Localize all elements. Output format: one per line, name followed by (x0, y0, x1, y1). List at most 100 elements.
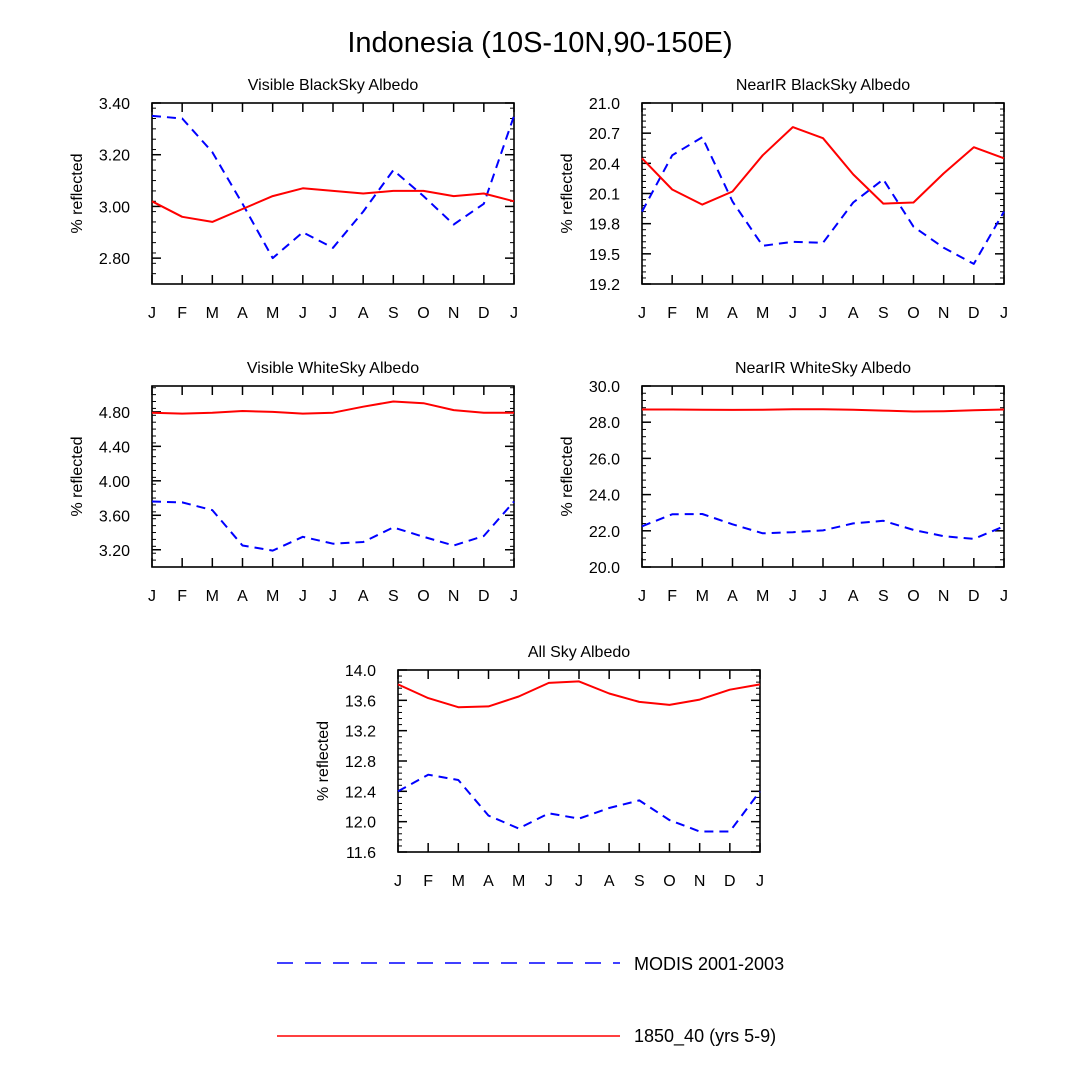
plot-frame (641, 385, 1005, 568)
x-tick-label: J (394, 873, 402, 890)
series-line-model (397, 680, 761, 709)
series-line-modis (641, 136, 1005, 265)
x-tick-label: J (819, 305, 827, 322)
chart-title: Visible BlackSky Albedo (248, 77, 419, 94)
series-line-modis (151, 500, 515, 552)
x-tick-label: J (510, 305, 518, 322)
x-tick-label: J (1000, 305, 1008, 322)
y-tick-label: 19.5 (589, 247, 620, 264)
x-tick-label: M (696, 305, 709, 322)
x-tick-label: S (634, 873, 645, 890)
series-line-modis (151, 114, 515, 260)
x-tick-label: J (329, 305, 337, 322)
x-tick-label: M (756, 588, 769, 605)
x-tick-label: J (545, 873, 553, 890)
x-tick-label: O (417, 588, 429, 605)
x-tick-label: J (148, 305, 156, 322)
panels: Visible BlackSky Albedo % reflected J F M A M J… (69, 77, 1008, 890)
x-tick-label: N (694, 873, 706, 890)
y-tick-label: 21.0 (589, 96, 620, 113)
series-line-modis (397, 773, 761, 833)
y-tick-label: 12.4 (345, 784, 376, 801)
x-tick-label: M (452, 873, 465, 890)
x-tick-label: J (575, 873, 583, 890)
x-tick-label: J (638, 588, 646, 605)
y-tick-label: 20.7 (589, 126, 620, 143)
x-tick-label: M (266, 305, 279, 322)
x-tick-label: S (388, 588, 399, 605)
x-tick-label: J (329, 588, 337, 605)
x-tick-label: F (667, 588, 677, 605)
x-tick-label: A (727, 305, 738, 322)
x-tick-label: M (756, 305, 769, 322)
x-tick-label: O (417, 305, 429, 322)
x-tick-label: F (423, 873, 433, 890)
x-tick-label: D (478, 588, 490, 605)
x-tick-label: F (177, 305, 187, 322)
y-tick-label: 3.40 (99, 96, 130, 113)
x-tick-label: O (663, 873, 675, 890)
y-tick-label: 14.0 (345, 663, 376, 680)
y-tick-label: 4.00 (99, 474, 130, 491)
x-tick-label: M (206, 305, 219, 322)
chart-title: All Sky Albedo (528, 644, 630, 661)
y-tick-label: 19.2 (589, 277, 620, 294)
chart-panel-0: Visible BlackSky Albedo % reflected J F M A M J… (69, 77, 518, 322)
x-tick-label: D (478, 305, 490, 322)
y-tick-label: 13.6 (345, 693, 376, 710)
page-title: Indonesia (10S-10N,90-150E) (347, 27, 732, 59)
y-tick-label: 3.20 (99, 543, 130, 560)
x-tick-label: M (266, 588, 279, 605)
x-tick-label: J (299, 305, 307, 322)
chart-title: NearIR BlackSky Albedo (736, 77, 910, 94)
y-tick-label: 24.0 (589, 488, 620, 505)
plot-frame (151, 102, 515, 285)
x-tick-label: S (878, 588, 889, 605)
x-tick-label: A (358, 588, 369, 605)
x-tick-label: A (483, 873, 494, 890)
x-tick-label: N (938, 588, 950, 605)
legend-label-model: 1850_40 (yrs 5-9) (634, 1026, 776, 1047)
y-axis-label: % reflected (315, 721, 332, 801)
y-axis-label: % reflected (69, 436, 86, 516)
x-tick-label: N (938, 305, 950, 322)
y-tick-label: 4.40 (99, 439, 130, 456)
x-tick-label: J (1000, 588, 1008, 605)
y-tick-label: 19.8 (589, 217, 620, 234)
x-tick-label: J (819, 588, 827, 605)
y-tick-label: 26.0 (589, 451, 620, 468)
x-tick-label: S (388, 305, 399, 322)
x-tick-label: O (907, 305, 919, 322)
series-line-model (642, 408, 1005, 413)
y-axis-label: % reflected (69, 153, 86, 233)
y-axis-label: % reflected (559, 436, 576, 516)
x-tick-label: N (448, 588, 460, 605)
series-line-modis (641, 513, 1005, 540)
y-tick-label: 22.0 (589, 524, 620, 541)
x-tick-label: M (696, 588, 709, 605)
y-axis-label: % reflected (559, 153, 576, 233)
series-line-model (151, 400, 514, 415)
chart-title: NearIR WhiteSky Albedo (735, 360, 911, 377)
x-tick-label: F (667, 305, 677, 322)
y-tick-label: 11.6 (346, 845, 376, 862)
chart-panel-4: All Sky Albedo % reflected J F M A M J J A S O N D J 11… (315, 644, 764, 890)
x-tick-label: J (299, 588, 307, 605)
y-tick-label: 3.00 (99, 199, 130, 216)
x-tick-label: J (148, 588, 156, 605)
chart-panel-2: Visible WhiteSky Albedo % reflected J F M A M J… (69, 360, 518, 605)
x-tick-label: J (510, 588, 518, 605)
chart-panel-3: NearIR WhiteSky Albedo % reflected J F M A M J J… (559, 360, 1008, 605)
y-tick-label: 4.80 (99, 405, 130, 422)
y-tick-label: 13.2 (345, 724, 376, 741)
x-tick-label: A (358, 305, 369, 322)
chart-title: Visible WhiteSky Albedo (247, 360, 419, 377)
series-line-model (641, 126, 1005, 206)
x-tick-label: N (448, 305, 460, 322)
y-tick-label: 20.4 (589, 156, 620, 173)
x-tick-label: M (512, 873, 525, 890)
x-tick-label: O (907, 588, 919, 605)
x-tick-label: A (237, 305, 248, 322)
plot-frame (641, 102, 1005, 285)
x-tick-label: A (848, 305, 859, 322)
